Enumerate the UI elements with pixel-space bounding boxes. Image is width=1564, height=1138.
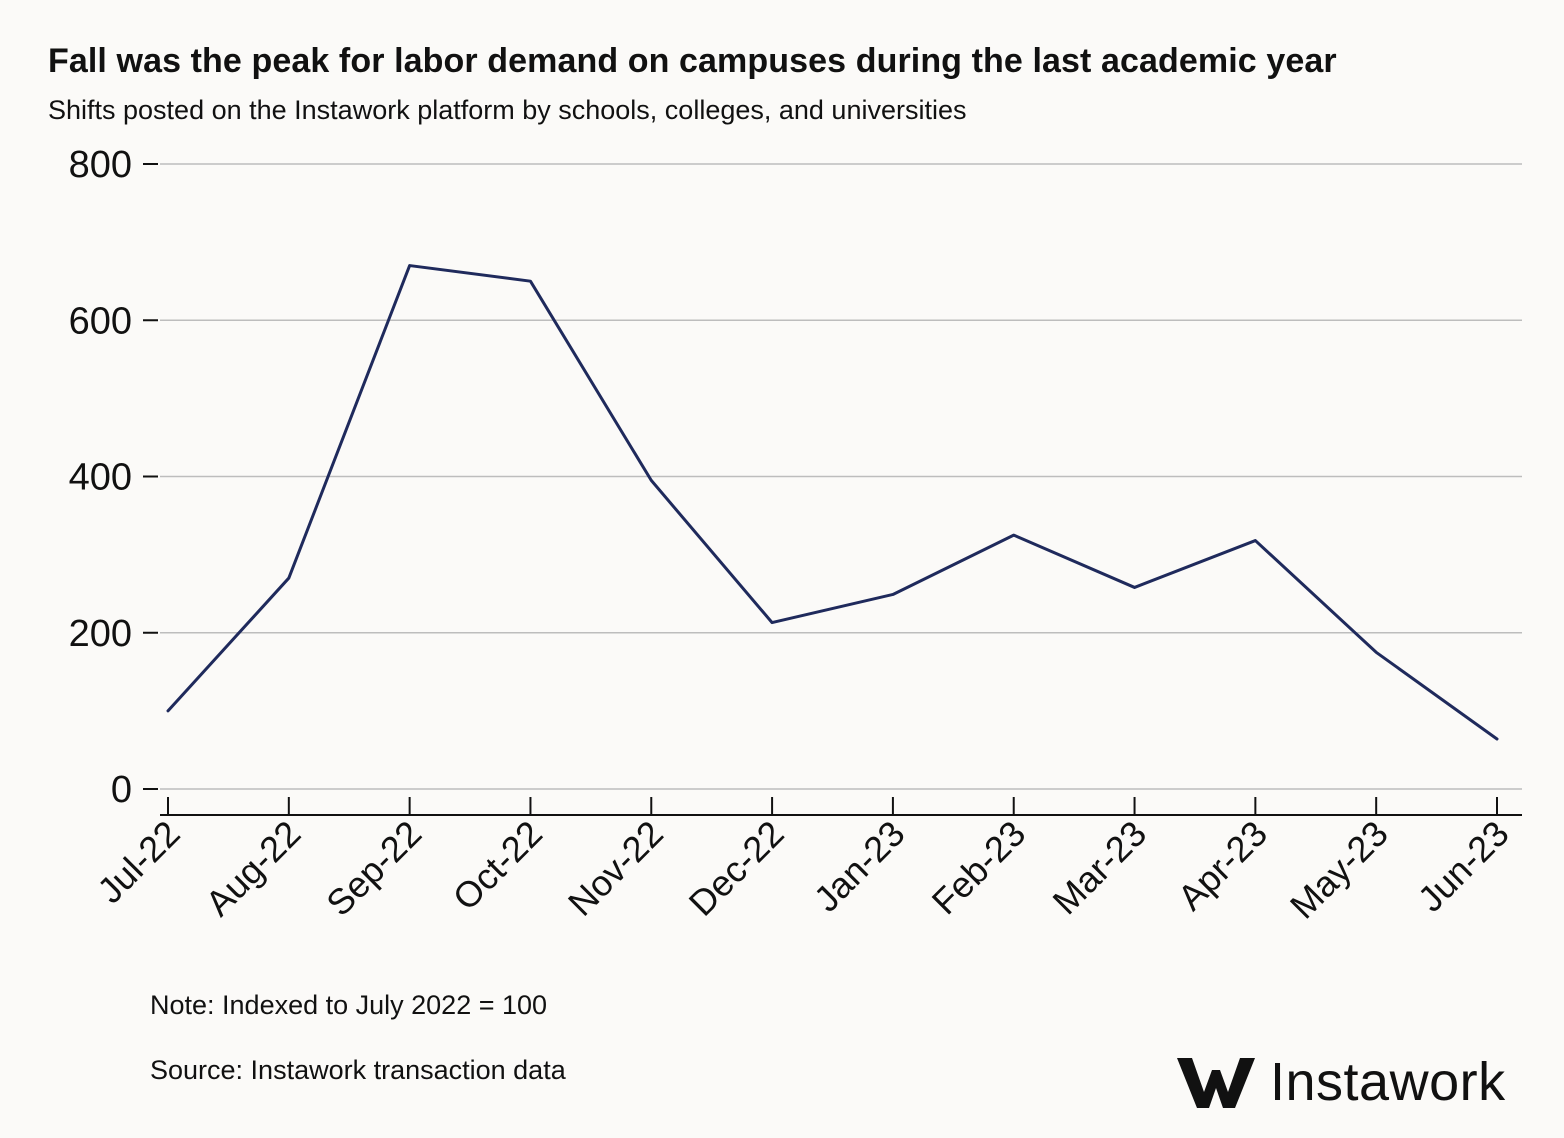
x-tick-label: Jun-23 — [1410, 813, 1517, 920]
x-tick-label: Nov-22 — [560, 813, 671, 924]
x-tick-label: Mar-23 — [1045, 813, 1155, 923]
x-tick-label: Feb-23 — [924, 813, 1034, 923]
chart-title: Fall was the peak for labor demand on ca… — [48, 42, 1337, 80]
x-tick-label: Sep-22 — [318, 813, 429, 924]
instawork-logo: Instawork — [1174, 1052, 1506, 1112]
instawork-logo-text: Instawork — [1270, 1052, 1506, 1112]
instawork-w-logo-icon — [1177, 1058, 1255, 1108]
x-tick-label: Oct-22 — [445, 813, 550, 918]
series-line — [166, 264, 1499, 741]
y-axis: 0 200 400 600 800 — [69, 144, 158, 811]
x-tick-label: Dec-22 — [681, 813, 792, 924]
y-tick-label: 800 — [69, 144, 132, 186]
y-tick-label: 0 — [111, 769, 132, 811]
y-tick-label: 200 — [69, 613, 132, 655]
chart-source: Source: Instawork transaction data — [150, 1055, 566, 1085]
x-tick-label: Apr-23 — [1170, 813, 1275, 918]
x-tick-label: Jul-22 — [89, 813, 187, 911]
chart-note: Note: Indexed to July 2022 = 100 — [150, 990, 548, 1020]
y-tick-label: 600 — [69, 300, 132, 342]
y-tick-label: 400 — [69, 457, 132, 499]
x-axis: Jul-22 Aug-22 Sep-22 Oct-22 Nov-22 Dec-22 Jan-… — [89, 797, 1522, 927]
series-layer — [166, 264, 1499, 741]
x-tick-label: May-23 — [1282, 813, 1396, 927]
x-tick-label: Jan-23 — [806, 813, 913, 920]
grid-lines — [160, 163, 1522, 790]
chart-subtitle: Shifts posted on the Instawork platform … — [48, 95, 967, 125]
x-tick-label: Aug-22 — [197, 813, 308, 924]
